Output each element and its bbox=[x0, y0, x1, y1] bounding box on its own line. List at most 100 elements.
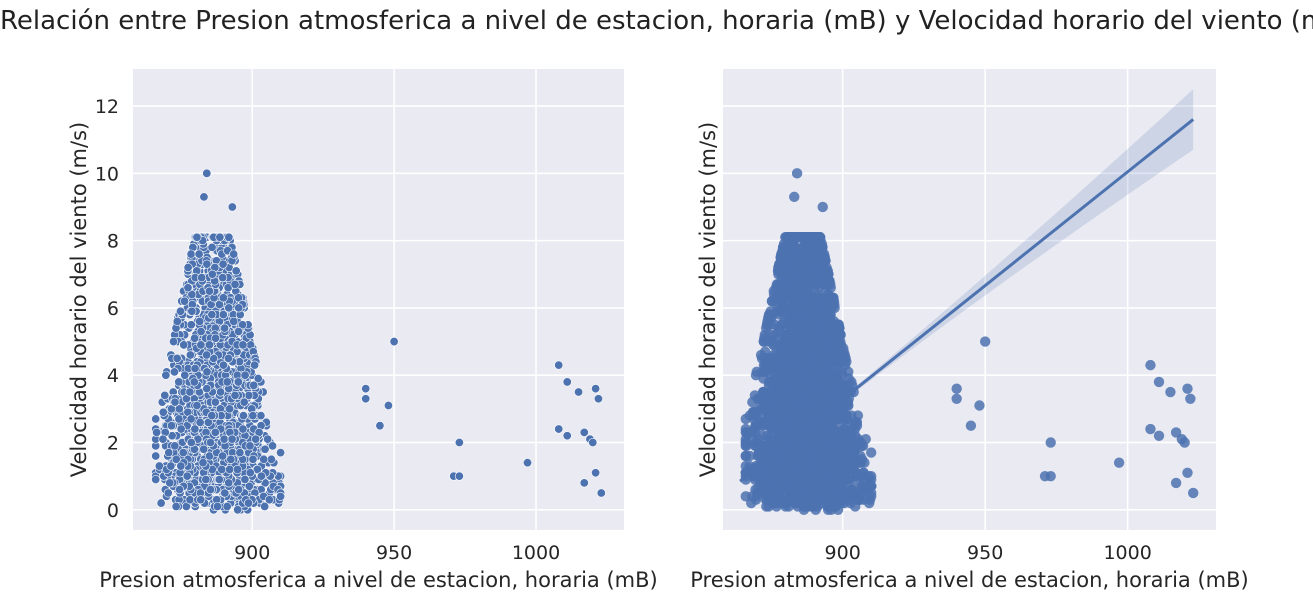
y-tick-label: 12 bbox=[95, 96, 119, 118]
data-point bbox=[799, 383, 810, 394]
data-point bbox=[808, 386, 820, 398]
data-point bbox=[765, 433, 776, 445]
data-point bbox=[183, 263, 193, 273]
data-point bbox=[176, 424, 186, 434]
data-point bbox=[740, 437, 751, 448]
data-point bbox=[210, 427, 220, 437]
data-point bbox=[820, 353, 831, 364]
data-point bbox=[216, 387, 226, 397]
outlier-point bbox=[383, 400, 393, 410]
data-point bbox=[788, 272, 800, 283]
data-point bbox=[789, 349, 800, 361]
data-point bbox=[166, 461, 176, 471]
data-point bbox=[852, 410, 864, 421]
data-point bbox=[773, 326, 785, 337]
data-point bbox=[207, 269, 217, 279]
data-point bbox=[814, 376, 826, 388]
data-point bbox=[777, 269, 789, 280]
data-point bbox=[749, 390, 761, 401]
data-point bbox=[787, 444, 798, 455]
x-axis-label: Presion atmosferica a nivel de estacion,… bbox=[99, 568, 657, 592]
data-point bbox=[152, 427, 162, 437]
data-point bbox=[829, 450, 840, 462]
data-point bbox=[211, 333, 221, 343]
data-point bbox=[831, 343, 842, 354]
x-tick-label: 950 bbox=[967, 542, 1003, 564]
outlier-point bbox=[389, 337, 399, 347]
data-point bbox=[218, 360, 228, 370]
data-point bbox=[238, 320, 248, 330]
regression-line bbox=[739, 118, 1195, 483]
data-point bbox=[794, 326, 806, 337]
data-point bbox=[763, 309, 775, 320]
y-axis-label: Velocidad horario del viento (m/s) bbox=[67, 122, 91, 477]
data-point bbox=[249, 380, 259, 390]
outlier-point bbox=[361, 394, 371, 404]
data-point bbox=[263, 434, 273, 444]
data-point bbox=[169, 337, 179, 347]
y-tick-label: 0 bbox=[107, 500, 119, 522]
data-point bbox=[187, 289, 197, 299]
data-point bbox=[823, 309, 834, 320]
outlier-point bbox=[227, 202, 237, 212]
outlier-point bbox=[1045, 470, 1056, 482]
data-point bbox=[194, 249, 204, 259]
data-point bbox=[215, 300, 225, 310]
data-point bbox=[238, 340, 248, 350]
y-tick-label: 10 bbox=[95, 163, 119, 185]
data-point bbox=[830, 501, 841, 512]
outlier-point bbox=[1182, 383, 1193, 394]
scatter-points bbox=[740, 168, 1199, 516]
data-point bbox=[856, 487, 868, 499]
data-point bbox=[180, 370, 190, 380]
data-point bbox=[151, 414, 161, 424]
data-point bbox=[834, 481, 845, 492]
data-point bbox=[229, 316, 239, 326]
outlier-point bbox=[579, 478, 589, 488]
data-point bbox=[204, 286, 214, 296]
data-point bbox=[169, 367, 179, 377]
data-point bbox=[197, 273, 207, 283]
data-point bbox=[239, 397, 249, 407]
data-point bbox=[222, 377, 232, 387]
data-point bbox=[804, 491, 816, 502]
outlier-point bbox=[1145, 423, 1156, 435]
data-point bbox=[238, 424, 248, 434]
data-point bbox=[220, 323, 230, 333]
data-point bbox=[797, 336, 808, 347]
outlier-point bbox=[562, 431, 572, 441]
data-point bbox=[186, 438, 196, 448]
data-point bbox=[839, 400, 851, 411]
data-point bbox=[167, 421, 177, 431]
outlier-point bbox=[202, 168, 212, 178]
data-point bbox=[800, 359, 811, 371]
data-point bbox=[799, 470, 811, 482]
data-point bbox=[818, 252, 830, 263]
data-point bbox=[215, 232, 225, 242]
data-point bbox=[759, 467, 771, 478]
data-point bbox=[185, 495, 195, 505]
data-point bbox=[795, 403, 806, 415]
data-point bbox=[174, 414, 184, 424]
data-point bbox=[779, 396, 790, 408]
data-point bbox=[190, 363, 200, 373]
data-point bbox=[156, 498, 166, 508]
data-point bbox=[225, 404, 235, 414]
data-point bbox=[220, 488, 230, 498]
data-point bbox=[185, 387, 195, 397]
data-point bbox=[192, 232, 202, 242]
data-point bbox=[251, 434, 261, 444]
data-point bbox=[248, 454, 258, 464]
data-point bbox=[824, 383, 835, 394]
data-point bbox=[206, 485, 216, 495]
data-point bbox=[858, 467, 869, 478]
data-point bbox=[218, 273, 228, 283]
data-point bbox=[172, 353, 182, 363]
data-point bbox=[202, 367, 212, 377]
x-tick-label: 950 bbox=[376, 542, 412, 564]
data-point bbox=[814, 396, 825, 408]
data-point bbox=[786, 363, 798, 374]
data-point bbox=[176, 306, 186, 316]
